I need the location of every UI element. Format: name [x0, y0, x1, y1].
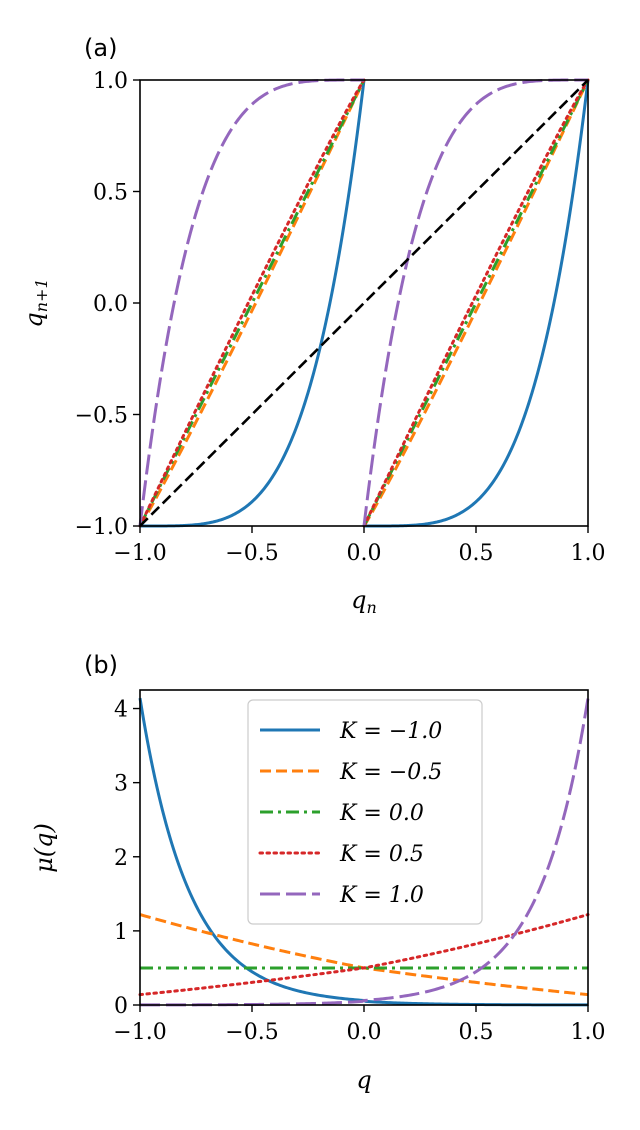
- panel-a-branch-2: [362, 79, 590, 527]
- panel-a-series-k-0-5: [138, 78, 590, 528]
- panel-a-xtick-label: 0.5: [459, 541, 494, 566]
- legend-item-k-0-0: K = 0.0: [260, 801, 424, 826]
- panel-b-ytick-label: 3: [114, 772, 128, 797]
- panel-a-ylabel: qn+1: [20, 278, 51, 327]
- panel-a-ticks: −1.0 −0.5 0.0 0.5 1.0 −1.0 −0.5 0.0 0.5 1.0: [75, 69, 606, 566]
- panel-a-ytick-label: −0.5: [75, 404, 128, 429]
- panel-a-ytick-label: 0.5: [93, 181, 128, 206]
- legend-item-k-0-5: K = −0.5: [260, 760, 442, 785]
- panel-b-ytick-label: 2: [114, 846, 128, 871]
- legend-label: K = −1.0: [339, 719, 442, 744]
- panel-a-ytick-label: 0.0: [93, 292, 128, 317]
- panel-b-ytick-label: 0: [114, 994, 128, 1019]
- panel-a-xtick-label: −0.5: [225, 541, 278, 566]
- panel-a-xtick-label: −1.0: [113, 541, 166, 566]
- panel-a-branch-1: [138, 79, 366, 527]
- panel-a-xtick-label: 0.0: [347, 541, 382, 566]
- panel-a-ytick-label: 1.0: [93, 69, 128, 94]
- panel-a-lines: [138, 78, 590, 528]
- panel-b-label: (b): [84, 651, 118, 679]
- panel-a-identity-line: [139, 79, 589, 527]
- panel-b-xtick-label: 1.0: [571, 1020, 606, 1045]
- panel-a-ytick-label: −1.0: [75, 515, 128, 540]
- panel-b-xtick-label: −0.5: [225, 1020, 278, 1045]
- legend: K = −1.0 K = −0.5 K = 0.0 K = 0.5 K = 1.0: [247, 699, 483, 925]
- panel-a-branch-2: [362, 79, 590, 527]
- panel-b: (b) −1.0 −0.5 0.0 0.5 1.0 0 1 2 3 4 q μ(q) K = −1…: [30, 651, 606, 1094]
- panel-b-xlabel: q: [356, 1066, 371, 1094]
- panel-a-xtick-label: 1.0: [571, 541, 606, 566]
- panel-a-label: (a): [84, 34, 117, 62]
- panel-a: (a) −1.0 −0.5 0.0 0.5 1.0 −1.0 −0.5 0.0 0.5 1.0 q…: [20, 34, 606, 617]
- panel-a-branch-2: [362, 78, 590, 528]
- legend-box: [247, 699, 483, 925]
- panel-b-ticks: −1.0 −0.5 0.0 0.5 1.0 0 1 2 3 4: [113, 698, 605, 1045]
- panel-a-series-identity: [139, 79, 589, 527]
- panel-a-branch-1: [138, 79, 366, 527]
- panel-b-xtick-label: 0.5: [459, 1020, 494, 1045]
- panel-b-ylabel: μ(q): [30, 823, 58, 873]
- legend-label: K = 0.5: [339, 842, 424, 867]
- panel-b-ytick-label: 1: [114, 920, 128, 945]
- legend-label: K = 1.0: [339, 883, 424, 908]
- panel-a-branch-1: [138, 78, 366, 528]
- panel-b-ytick-label: 4: [114, 698, 128, 723]
- legend-item-k-1-0: K = −1.0: [260, 719, 442, 744]
- legend-label: K = −0.5: [339, 760, 442, 785]
- legend-label: K = 0.0: [339, 801, 424, 826]
- panel-b-xtick-label: 0.0: [347, 1020, 382, 1045]
- panel-b-xtick-label: −1.0: [113, 1020, 166, 1045]
- legend-item-k-0-5: K = 0.5: [258, 842, 424, 867]
- legend-item-k-1-0: K = 1.0: [260, 883, 424, 908]
- panel-a-series-k-0-0: [138, 79, 590, 527]
- panel-a-series-k-0-5: [138, 79, 590, 527]
- panel-a-xlabel: qn: [351, 586, 377, 617]
- panel-b-series-k-1-0: [140, 697, 590, 1007]
